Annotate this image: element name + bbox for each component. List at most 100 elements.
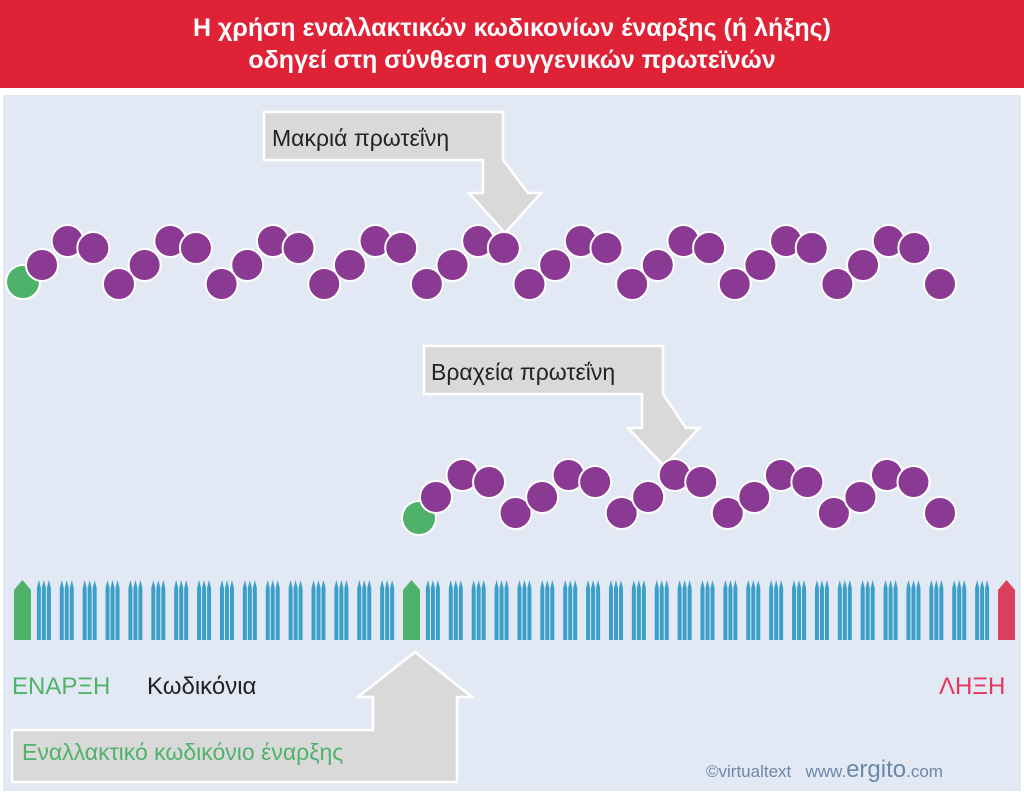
codon [586, 580, 601, 640]
codon-base [700, 580, 705, 640]
codon-base [202, 580, 207, 640]
codon [334, 580, 349, 640]
codon-base [46, 580, 51, 640]
codon-base [847, 580, 852, 640]
amino-acid [684, 465, 719, 499]
codon-base [733, 580, 738, 640]
codon-base [344, 580, 349, 640]
codon-base [316, 580, 321, 640]
codon-base [174, 580, 179, 640]
amino-acid [589, 231, 624, 265]
amino-acid [897, 231, 932, 265]
short-protein-chain [401, 458, 957, 536]
codon [105, 580, 120, 640]
amino-acid [794, 231, 829, 265]
codon [82, 580, 97, 640]
codon-base [458, 580, 463, 640]
codon-base [957, 580, 962, 640]
tld-text: .com [906, 762, 943, 781]
codon-base [659, 580, 664, 640]
codon [883, 580, 898, 640]
codon [242, 580, 257, 640]
codon [380, 580, 395, 640]
alt-start-codon [403, 580, 421, 640]
codon-base [133, 580, 138, 640]
amino-acid [820, 267, 855, 301]
codon-base [613, 580, 618, 640]
amino-acid [435, 248, 470, 282]
codon-base [591, 580, 596, 640]
codon-base [916, 580, 921, 640]
amino-acid [846, 248, 881, 282]
copyright-text: ©virtualtext [706, 762, 792, 781]
codon [814, 580, 829, 640]
amino-acid [790, 465, 825, 499]
title-banner: Η χρήση εναλλακτικών κωδικονίων έναρξης … [0, 0, 1024, 88]
amino-acid [631, 480, 666, 514]
codon-base [779, 580, 784, 640]
amino-acid [604, 496, 639, 530]
codon [197, 580, 212, 640]
codon-base [380, 580, 385, 640]
codon-base [357, 580, 362, 640]
stop-label: ΛΗΞΗ [939, 673, 1005, 700]
stop-codon [998, 580, 1015, 640]
codon [608, 580, 623, 640]
codon-base [87, 580, 92, 640]
codon [746, 580, 761, 640]
codon-base [275, 580, 280, 640]
codon-base [774, 580, 779, 640]
codon-base [298, 580, 303, 640]
amino-acid [204, 267, 239, 301]
codon-base [842, 580, 847, 640]
codon-base [69, 580, 74, 640]
codon-base [435, 580, 440, 640]
codon-base [710, 580, 715, 640]
codon-base [527, 580, 532, 640]
codon-base [975, 580, 980, 640]
codon-base [802, 580, 807, 640]
codon-base [430, 580, 435, 640]
codon-base [334, 580, 339, 640]
amino-acid [409, 267, 444, 301]
codon [700, 580, 715, 640]
callout-long-protein: Μακριά πρωτεΐνη [262, 110, 544, 235]
codon-base [865, 580, 870, 640]
amino-acid [307, 267, 342, 301]
codon-base [870, 580, 875, 640]
codon-base [36, 580, 41, 640]
codon [59, 580, 74, 640]
codon-base [448, 580, 453, 640]
amino-acid [178, 231, 213, 265]
codon [769, 580, 784, 640]
codon-base [824, 580, 829, 640]
amino-acid [512, 267, 547, 301]
codon-base [563, 580, 568, 640]
codon-base [819, 580, 824, 640]
amino-acid [538, 248, 573, 282]
codon [448, 580, 463, 640]
codon-base [64, 580, 69, 640]
codon-base [568, 580, 573, 640]
codon-row [14, 580, 1015, 640]
codon-base [247, 580, 252, 640]
codon [860, 580, 875, 640]
amino-acid [743, 248, 778, 282]
codon-base [618, 580, 623, 640]
codon [929, 580, 944, 640]
codon-base [115, 580, 120, 640]
codon [151, 580, 166, 640]
codon-base [362, 580, 367, 640]
codon-base [207, 580, 212, 640]
amino-acid [578, 465, 613, 499]
codon-base [288, 580, 293, 640]
codon-base [883, 580, 888, 640]
codon [723, 580, 738, 640]
codon [792, 580, 807, 640]
codon-base [631, 580, 636, 640]
codon [906, 580, 921, 640]
codon-base [705, 580, 710, 640]
amino-acid [127, 248, 162, 282]
stop-codon-shape [998, 580, 1015, 640]
amino-acid [332, 248, 367, 282]
